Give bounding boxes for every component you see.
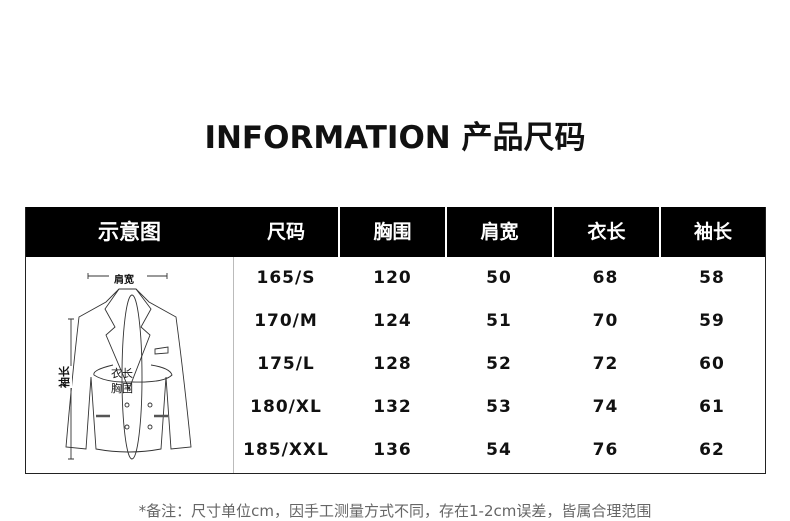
table-cell: 53 (486, 397, 512, 417)
header-length: 衣长 (552, 207, 659, 257)
table-cell: 175/L (257, 354, 315, 374)
table-row: 170/M 124 51 70 59 (233, 300, 765, 343)
jacket-diagram: 肩宽 衣长 胸围 袖长 (26, 257, 234, 473)
table-row: 165/S 120 50 68 58 (233, 257, 765, 300)
table-row: 185/XXL 136 54 76 62 (233, 429, 765, 472)
length-label: 衣长 (111, 367, 133, 380)
table-cell: 62 (699, 440, 725, 460)
jacket-illustration (65, 273, 192, 460)
table-cell: 170/M (254, 311, 318, 331)
table-cell: 58 (699, 268, 725, 288)
table-cell: 124 (373, 311, 412, 331)
table-cell: 61 (699, 397, 725, 417)
page-title: INFORMATION 产品尺码 (204, 120, 586, 156)
table-row: 180/XL 132 53 74 61 (233, 386, 765, 429)
table-cell: 72 (592, 354, 619, 374)
size-note: *备注：尺寸单位cm，因手工测量方式不同，存在1-2cm误差，皆属合理范围 (138, 502, 652, 520)
shoulder-label: 肩宽 (112, 271, 136, 286)
table-header: 示意图 尺码 胸围 肩宽 衣长 袖长 (26, 207, 765, 257)
header-chest: 胸围 (338, 207, 445, 257)
table-cell: 180/XL (250, 397, 322, 417)
table-cell: 76 (592, 440, 619, 460)
table-cell: 51 (486, 311, 512, 331)
table-cell: 70 (592, 311, 619, 331)
table-row: 175/L 128 52 72 60 (233, 343, 765, 386)
table-cell: 128 (373, 354, 412, 374)
size-table: 示意图 尺码 胸围 肩宽 衣长 袖长 肩宽 衣长 胸围 袖长 (25, 207, 766, 474)
header-sleeve: 袖长 (659, 207, 765, 257)
table-cell: 165/S (256, 268, 316, 288)
table-cell: 68 (592, 268, 619, 288)
table-cell: 54 (486, 440, 512, 460)
chest-label: 胸围 (111, 382, 133, 395)
table-cell: 185/XXL (243, 440, 329, 460)
header-diagram: 示意图 (98, 220, 161, 244)
table-cell: 50 (486, 268, 512, 288)
table-cell: 60 (699, 354, 725, 374)
header-shoulder: 肩宽 (445, 207, 552, 257)
table-cell: 52 (486, 354, 512, 374)
table-cell: 136 (373, 440, 412, 460)
table-cell: 74 (592, 397, 619, 417)
table-cell: 59 (699, 311, 725, 331)
header-size: 尺码 (266, 221, 305, 243)
sleeve-label: 袖长 (56, 366, 72, 388)
table-cell: 120 (373, 268, 412, 288)
table-cell: 132 (373, 397, 412, 417)
